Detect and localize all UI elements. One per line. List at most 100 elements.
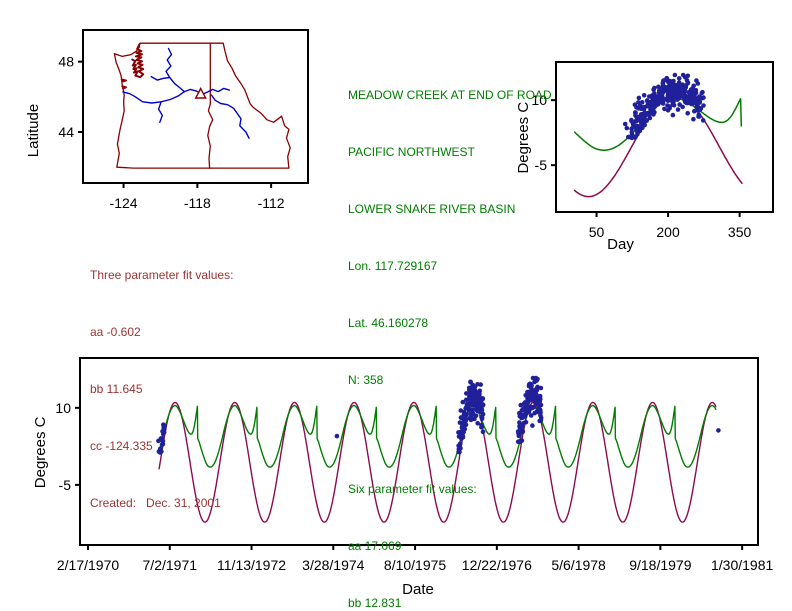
scatter-point xyxy=(159,442,165,448)
scatter-point xyxy=(479,402,485,407)
scatter-point xyxy=(464,412,469,418)
scatter-point xyxy=(459,436,464,442)
scatter-point xyxy=(624,125,630,131)
scatter-point xyxy=(695,95,701,101)
scatter-point xyxy=(672,83,677,88)
scatter-point xyxy=(516,433,522,439)
map-river xyxy=(122,90,186,104)
scatter-point xyxy=(676,76,682,81)
scatter-point xyxy=(664,96,669,102)
station-lat: Lat. 46.160278 xyxy=(348,316,429,330)
x-tick-label: 7/2/1971 xyxy=(143,557,198,573)
y-tick-label: -5 xyxy=(59,477,72,493)
scatter-point xyxy=(536,409,541,415)
scatter-point xyxy=(675,85,680,90)
x-tick-label: 50 xyxy=(589,224,605,240)
three-param-bb: bb 11.645 xyxy=(90,382,143,396)
scatter-point xyxy=(629,135,635,141)
map-ylabel: Latitude xyxy=(25,104,42,157)
scatter-point xyxy=(475,421,481,426)
scatter-point xyxy=(660,101,666,106)
scatter-point xyxy=(157,450,163,455)
scatter-point xyxy=(680,72,686,78)
seasonal-ylabel: Degrees C xyxy=(515,102,532,174)
fit-curve-three-param xyxy=(573,94,743,198)
scatter-point xyxy=(522,414,528,419)
scatter-point xyxy=(671,103,677,108)
scatter-point xyxy=(651,96,657,101)
map-state-border xyxy=(207,42,214,169)
three-param-title: Three parameter fit values: xyxy=(90,268,234,282)
scatter-point xyxy=(476,392,482,398)
station-n: N: 358 xyxy=(348,373,384,387)
scatter-point xyxy=(527,404,533,409)
scatter-point xyxy=(161,430,167,435)
scatter-point xyxy=(537,394,543,399)
scatter-point xyxy=(538,385,544,391)
scatter-point xyxy=(696,114,702,119)
x-tick-label: -118 xyxy=(184,195,211,211)
fit-curve-three-param xyxy=(158,401,717,523)
scatter-point xyxy=(525,398,531,404)
scatter-point xyxy=(632,110,638,115)
station-basin: LOWER SNAKE RIVER BASIN xyxy=(348,202,516,216)
scatter-point xyxy=(672,72,678,78)
scatter-point xyxy=(537,403,542,409)
scatter-point xyxy=(460,431,465,436)
map-panel: -124 -118 -112 48 44 Latitude xyxy=(25,29,309,211)
scatter-point xyxy=(691,83,696,89)
three-param-aa: aa -0.602 xyxy=(90,325,141,339)
scatter-point xyxy=(669,98,675,103)
fit-curve-six-param xyxy=(158,404,717,468)
scatter-point xyxy=(479,424,485,430)
scatter-point xyxy=(478,409,484,414)
station-lon: Lon. 117.729167 xyxy=(348,259,438,273)
scatter-point xyxy=(520,429,526,435)
scatter-point xyxy=(472,401,477,407)
scatter-point xyxy=(456,443,461,449)
spacer xyxy=(348,428,552,442)
station-region: PACIFIC NORTHWEST xyxy=(348,145,475,159)
scatter-point xyxy=(528,381,533,387)
scatter-point xyxy=(632,102,638,107)
scatter-point xyxy=(683,83,689,88)
scatter-point xyxy=(538,413,543,418)
scatter-point xyxy=(631,121,636,127)
scatter-point xyxy=(477,397,483,402)
seasonal-xlabel: Day xyxy=(607,236,634,253)
scatter-point xyxy=(642,118,648,123)
y-tick-label: 10 xyxy=(531,92,547,108)
scatter-point xyxy=(635,114,640,120)
scatter-point xyxy=(523,403,529,409)
x-tick-label: 200 xyxy=(656,224,680,240)
map-coastal-bay xyxy=(121,85,127,90)
scatter-point xyxy=(691,116,696,122)
x-tick-label: 3/28/1974 xyxy=(302,557,364,573)
map-coastal-bay xyxy=(120,78,127,83)
scatter-point xyxy=(639,100,645,105)
six-param-aa: aa 17.069 xyxy=(348,539,402,553)
scatter-point xyxy=(629,117,634,123)
timeseries-ylabel: Degrees C xyxy=(32,416,49,488)
x-tick-label: 350 xyxy=(728,224,752,240)
scatter-point xyxy=(470,407,476,412)
scatter-point xyxy=(695,81,701,86)
scatter-point xyxy=(466,396,472,402)
scatter-point xyxy=(676,80,682,85)
scatter-point xyxy=(517,420,522,425)
scatter-point xyxy=(533,375,539,381)
six-param-title: Six parameter fit values: xyxy=(348,482,477,496)
scatter-point xyxy=(533,400,538,406)
x-tick-label: -112 xyxy=(258,195,285,211)
scatter-point xyxy=(657,88,662,93)
scatter-point xyxy=(651,87,656,92)
scatter-point xyxy=(533,387,538,392)
x-tick-label: 1/30/1981 xyxy=(711,557,773,573)
scatter-point xyxy=(480,429,486,435)
x-tick-label: -124 xyxy=(110,195,138,211)
map-puget-sound xyxy=(131,43,145,79)
scatter-point xyxy=(518,402,523,408)
map-river xyxy=(157,101,164,124)
